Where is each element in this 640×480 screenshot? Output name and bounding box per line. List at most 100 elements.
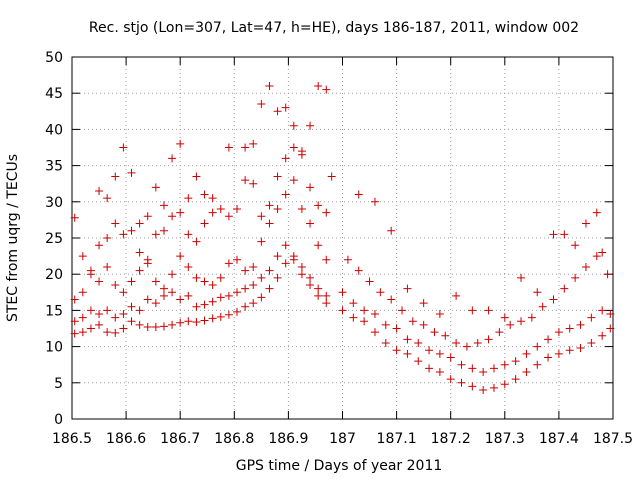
y-tick-label: 0	[54, 412, 63, 428]
data-point	[370, 328, 379, 337]
data-point	[522, 367, 531, 376]
data-point	[103, 306, 112, 315]
data-point	[527, 313, 536, 322]
data-point	[322, 291, 331, 300]
data-point	[184, 262, 193, 271]
data-point	[598, 331, 607, 340]
data-point	[479, 367, 488, 376]
data-point	[95, 310, 104, 319]
data-point	[273, 205, 282, 214]
data-point	[257, 100, 266, 109]
data-point	[403, 335, 412, 344]
data-point	[500, 380, 509, 389]
data-point	[119, 288, 128, 297]
data-point	[265, 284, 274, 293]
data-point	[78, 328, 87, 337]
data-point	[216, 293, 225, 302]
data-point	[473, 338, 482, 347]
data-point	[322, 299, 331, 308]
data-point	[381, 320, 390, 329]
y-tick-label: 15	[45, 303, 63, 319]
data-point	[241, 143, 250, 152]
data-point	[176, 208, 185, 217]
data-point	[457, 378, 466, 387]
data-point	[425, 364, 434, 373]
data-point	[111, 281, 120, 290]
y-axis-ticks: 0 5 10 15 20 25 30 35 40 45 50	[45, 50, 613, 428]
data-point	[249, 179, 258, 188]
data-point	[103, 328, 112, 337]
data-point	[571, 273, 580, 282]
data-point	[78, 252, 87, 261]
data-point	[314, 81, 323, 90]
data-point	[392, 346, 401, 355]
data-point	[403, 349, 412, 358]
data-point	[544, 335, 553, 344]
data-point	[135, 306, 144, 315]
data-point	[257, 273, 266, 282]
data-point	[281, 190, 290, 199]
x-tick-label: 186.8	[214, 431, 254, 447]
data-point	[208, 297, 217, 306]
data-point	[560, 230, 569, 239]
data-point	[184, 291, 193, 300]
data-point	[127, 168, 136, 177]
data-point	[533, 360, 542, 369]
data-point	[95, 241, 104, 250]
data-point	[576, 344, 585, 353]
data-point	[297, 270, 306, 279]
data-point	[119, 143, 128, 152]
data-point	[392, 324, 401, 333]
data-point	[500, 313, 509, 322]
data-point	[70, 329, 79, 338]
data-point	[111, 172, 120, 181]
data-point	[495, 328, 504, 337]
data-point	[554, 328, 563, 337]
data-point	[273, 273, 282, 282]
data-point	[489, 383, 498, 392]
data-point	[314, 241, 323, 250]
data-point	[200, 277, 209, 286]
data-point	[159, 226, 168, 235]
data-point	[86, 270, 95, 279]
x-tick-label: 186.6	[106, 431, 146, 447]
data-point	[500, 360, 509, 369]
data-point	[322, 85, 331, 94]
data-point	[257, 293, 266, 302]
data-point	[306, 281, 315, 290]
data-point	[265, 266, 274, 275]
data-point	[249, 281, 258, 290]
data-point	[314, 284, 323, 293]
data-point	[314, 291, 323, 300]
data-point	[249, 139, 258, 148]
data-point	[151, 183, 160, 192]
y-tick-label: 30	[45, 195, 63, 211]
data-point	[151, 277, 160, 286]
y-tick-label: 35	[45, 159, 63, 175]
data-point	[111, 328, 120, 337]
data-points	[70, 81, 615, 395]
data-point	[517, 273, 526, 282]
data-point	[489, 364, 498, 373]
data-point	[419, 320, 428, 329]
data-point	[168, 154, 177, 163]
data-point	[281, 103, 290, 112]
data-point	[78, 313, 87, 322]
data-point	[143, 323, 152, 332]
x-tick-label: 186.5	[52, 431, 92, 447]
data-point	[349, 299, 358, 308]
data-point	[151, 299, 160, 308]
data-point	[419, 299, 428, 308]
data-point	[533, 288, 542, 297]
data-point	[381, 338, 390, 347]
data-point	[549, 295, 558, 304]
chart-title: Rec. stjo (Lon=307, Lat=47, h=HE), days …	[89, 20, 579, 36]
y-tick-label: 45	[45, 86, 63, 102]
data-point	[95, 320, 104, 329]
data-point	[414, 357, 423, 366]
data-point	[184, 230, 193, 239]
data-point	[241, 284, 250, 293]
data-point	[462, 342, 471, 351]
data-point	[176, 139, 185, 148]
data-point	[560, 284, 569, 293]
